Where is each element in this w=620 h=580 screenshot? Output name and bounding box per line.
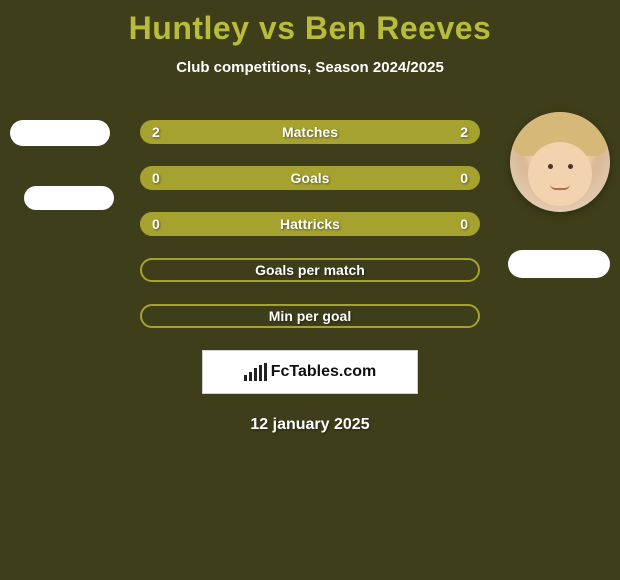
page-title: Huntley vs Ben Reeves xyxy=(0,0,620,47)
comparison-content: Matches 2 2 Goals 0 0 Hattricks 0 0 Goals per mat… xyxy=(0,120,620,434)
brand-bars-icon xyxy=(244,363,267,381)
subtitle: Club competitions, Season 2024/2025 xyxy=(0,59,620,76)
brand-bar xyxy=(249,372,252,381)
stat-left-value: 2 xyxy=(152,124,160,140)
stat-label: Hattricks xyxy=(280,216,340,232)
player-right-pill xyxy=(508,250,610,278)
stat-right-value: 0 xyxy=(460,216,468,232)
stat-right-value: 0 xyxy=(460,170,468,186)
stat-right-value: 2 xyxy=(460,124,468,140)
stat-row: Goals per match xyxy=(140,258,480,282)
player-right-avatar xyxy=(510,112,610,212)
player-left-avatar-placeholder xyxy=(10,120,110,146)
date-text: 12 january 2025 xyxy=(0,416,620,434)
stat-left-value: 0 xyxy=(152,170,160,186)
brand-text: FcTables.com xyxy=(271,363,377,381)
stat-label: Goals per match xyxy=(255,262,365,278)
brand-bar xyxy=(264,363,267,381)
player-face-icon xyxy=(510,112,610,212)
stat-row: Matches 2 2 xyxy=(140,120,480,144)
brand-box: FcTables.com xyxy=(202,350,418,394)
stat-label: Goals xyxy=(291,170,330,186)
stat-label: Min per goal xyxy=(269,308,351,324)
player-left-pill xyxy=(24,186,114,210)
stat-rows: Matches 2 2 Goals 0 0 Hattricks 0 0 Goals per mat… xyxy=(140,120,480,328)
brand-bar xyxy=(254,368,257,381)
stat-row: Hattricks 0 0 xyxy=(140,212,480,236)
brand-bar xyxy=(244,375,247,381)
stat-label: Matches xyxy=(282,124,338,140)
stat-row: Goals 0 0 xyxy=(140,166,480,190)
stat-left-value: 0 xyxy=(152,216,160,232)
brand-bar xyxy=(259,365,262,381)
stat-row: Min per goal xyxy=(140,304,480,328)
